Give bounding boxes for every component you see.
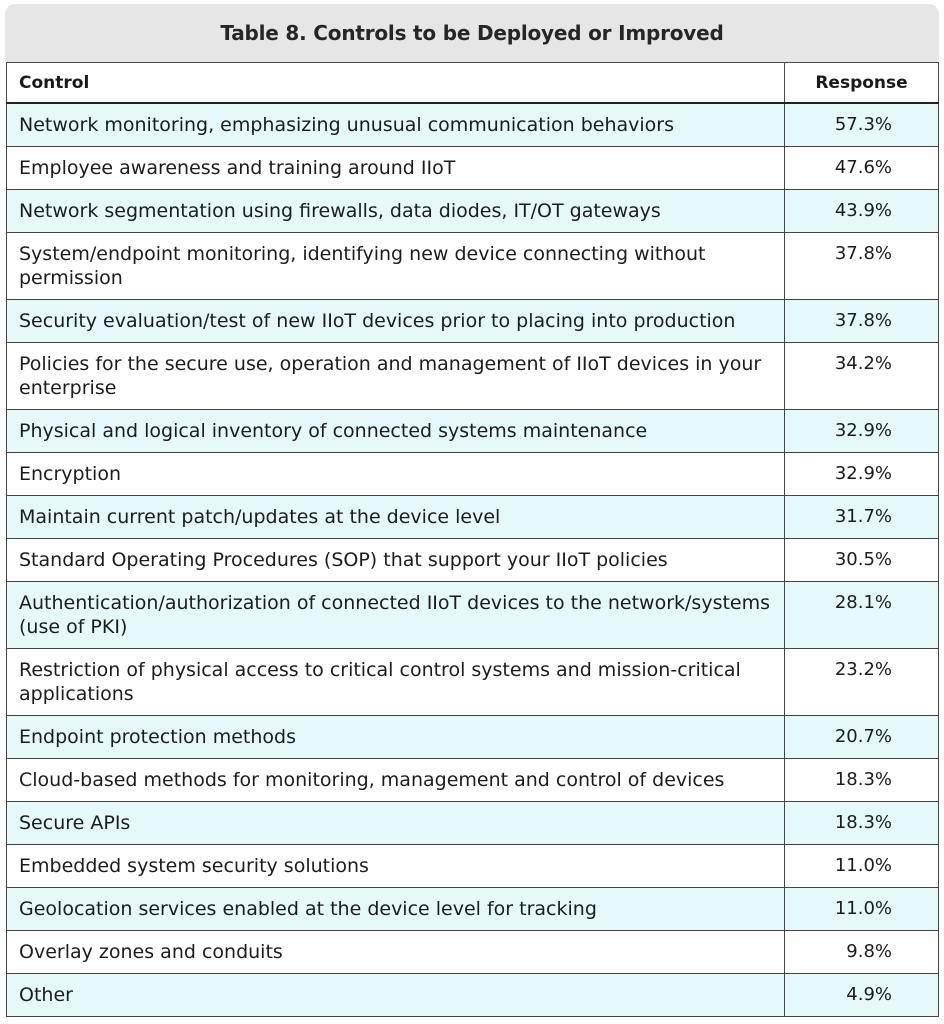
- column-header-control: Control: [6, 62, 785, 104]
- table-row: Secure APIs 18.3%: [6, 801, 939, 845]
- control-cell: Restriction of physical access to critic…: [6, 648, 785, 716]
- control-cell: Geolocation services enabled at the devi…: [6, 887, 785, 931]
- control-cell: Authentication/authorization of connecte…: [6, 581, 785, 649]
- control-cell: Standard Operating Procedures (SOP) that…: [6, 538, 785, 582]
- control-cell: Maintain current patch/updates at the de…: [6, 495, 785, 539]
- response-cell: 32.9%: [784, 409, 939, 453]
- control-cell: Network segmentation using firewalls, da…: [6, 189, 785, 233]
- response-cell: 43.9%: [784, 189, 939, 233]
- table-row: Overlay zones and conduits 9.8%: [6, 930, 939, 974]
- control-cell: Physical and logical inventory of connec…: [6, 409, 785, 453]
- response-cell: 9.8%: [784, 930, 939, 974]
- control-cell: Embedded system security solutions: [6, 844, 785, 888]
- controls-table: Control Response Network monitoring, emp…: [6, 62, 939, 1017]
- response-cell: 37.8%: [784, 232, 939, 300]
- control-cell: Cloud-based methods for monitoring, mana…: [6, 758, 785, 802]
- table-row: System/endpoint monitoring, identifying …: [6, 232, 939, 300]
- table-row: Network segmentation using firewalls, da…: [6, 189, 939, 233]
- table-row: Endpoint protection methods 20.7%: [6, 715, 939, 759]
- response-cell: 4.9%: [784, 973, 939, 1017]
- control-cell: Endpoint protection methods: [6, 715, 785, 759]
- response-cell: 11.0%: [784, 887, 939, 931]
- table-title-bar: Table 8. Controls to be Deployed or Impr…: [5, 4, 939, 62]
- response-cell: 31.7%: [784, 495, 939, 539]
- response-cell: 18.3%: [784, 758, 939, 802]
- response-cell: 28.1%: [784, 581, 939, 649]
- table-row: Physical and logical inventory of connec…: [6, 409, 939, 453]
- table-row: Standard Operating Procedures (SOP) that…: [6, 538, 939, 582]
- response-cell: 32.9%: [784, 452, 939, 496]
- table-row: Maintain current patch/updates at the de…: [6, 495, 939, 539]
- response-cell: 30.5%: [784, 538, 939, 582]
- control-cell: Security evaluation/test of new IIoT dev…: [6, 299, 785, 343]
- table-row: Policies for the secure use, operation a…: [6, 342, 939, 410]
- response-cell: 23.2%: [784, 648, 939, 716]
- column-header-response: Response: [784, 62, 939, 104]
- table-header-row: Control Response: [6, 62, 939, 104]
- response-cell: 18.3%: [784, 801, 939, 845]
- control-cell: Secure APIs: [6, 801, 785, 845]
- control-cell: Employee awareness and training around I…: [6, 146, 785, 190]
- table-row: Other 4.9%: [6, 973, 939, 1017]
- table-row: Security evaluation/test of new IIoT dev…: [6, 299, 939, 343]
- table-row: Employee awareness and training around I…: [6, 146, 939, 190]
- table-row: Geolocation services enabled at the devi…: [6, 887, 939, 931]
- response-cell: 57.3%: [784, 102, 939, 147]
- table-row: Embedded system security solutions 11.0%: [6, 844, 939, 888]
- response-cell: 47.6%: [784, 146, 939, 190]
- control-cell: System/endpoint monitoring, identifying …: [6, 232, 785, 300]
- table-row: Cloud-based methods for monitoring, mana…: [6, 758, 939, 802]
- table-row: Restriction of physical access to critic…: [6, 648, 939, 716]
- control-cell: Policies for the secure use, operation a…: [6, 342, 785, 410]
- response-cell: 11.0%: [784, 844, 939, 888]
- response-cell: 37.8%: [784, 299, 939, 343]
- response-cell: 20.7%: [784, 715, 939, 759]
- table-row: Network monitoring, emphasizing unusual …: [6, 102, 939, 147]
- control-cell: Network monitoring, emphasizing unusual …: [6, 102, 785, 147]
- table-title: Table 8. Controls to be Deployed or Impr…: [220, 21, 724, 45]
- table-row: Encryption 32.9%: [6, 452, 939, 496]
- table-row: Authentication/authorization of connecte…: [6, 581, 939, 649]
- control-cell: Other: [6, 973, 785, 1017]
- response-cell: 34.2%: [784, 342, 939, 410]
- table-body: Network monitoring, emphasizing unusual …: [6, 102, 939, 1017]
- control-cell: Overlay zones and conduits: [6, 930, 785, 974]
- control-cell: Encryption: [6, 452, 785, 496]
